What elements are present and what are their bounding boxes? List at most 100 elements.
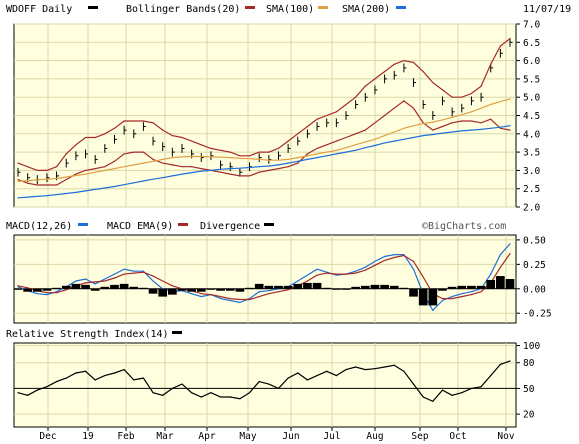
price-series-sma-100-point <box>461 114 463 116</box>
symbol-legend-swatch <box>88 6 98 9</box>
divergence-bar <box>23 288 32 292</box>
rsi-series-relative-strength-index-14-point <box>17 392 19 394</box>
divergence-bar <box>100 286 110 289</box>
price-series-sma-100-point <box>335 149 337 151</box>
price-series-bollinger-upper-point <box>412 61 415 64</box>
divergence-bar <box>486 279 496 289</box>
divergence-bar <box>274 285 283 289</box>
macd-series-macd-12-26-point <box>94 283 96 285</box>
divergence-bar <box>148 288 158 294</box>
price-series-bollinger-lower-point <box>65 178 67 181</box>
price-series-bollinger-lower-point <box>239 175 241 177</box>
legend-sma200-swatch <box>396 6 406 9</box>
divergence-bar <box>206 288 216 290</box>
price-series-bollinger-lower-point <box>219 171 222 173</box>
rsi-series-relative-strength-index-14-point <box>335 374 337 377</box>
x-tick-label-mar: Mar <box>156 431 173 442</box>
price-ytick-label-4-0: 4.0 <box>523 129 540 140</box>
rsi-series-relative-strength-index-14-point <box>162 394 164 396</box>
macd-series-macd-12-26-point <box>200 296 202 298</box>
macd-series-macd-ema-9-point <box>133 272 135 274</box>
price-series-sma-100-point <box>393 131 395 133</box>
price-series-sma-100-point <box>480 107 482 109</box>
price-series-sma-100-point <box>432 121 434 123</box>
price-series-bollinger-lower-point <box>248 175 251 177</box>
price-series-bollinger-lower-point <box>181 166 183 168</box>
macd-series-macd-ema-9-point <box>113 277 116 279</box>
macd-series-macd-ema-9-point <box>229 297 231 300</box>
price-series-bollinger-upper-point <box>94 136 96 139</box>
price-series-bollinger-lower-point <box>162 162 164 164</box>
price-series-bollinger-upper-point <box>133 120 135 122</box>
divergence-bar <box>389 285 399 289</box>
chart-date: 11/07/19 <box>523 4 571 15</box>
macd-series-macd-ema-9-point <box>345 273 347 275</box>
divergence-histogram <box>13 276 515 306</box>
price-series-bollinger-upper-point <box>142 120 145 122</box>
price-series-bollinger-upper-point <box>316 118 318 120</box>
price-series-sma-200-point <box>113 185 116 188</box>
macd-ytick-label-0-25: -0.25 <box>523 309 552 320</box>
price-series-bollinger-lower-point <box>36 184 38 186</box>
price-series-bollinger-upper-point <box>123 120 125 122</box>
price-series-bollinger-lower-point <box>461 120 463 122</box>
divergence-bar <box>447 286 457 289</box>
macd-series-macd-12-26-point <box>36 293 38 295</box>
price-series-sma-100-point <box>113 167 116 170</box>
rsi-series-relative-strength-index-14-point <box>113 372 116 374</box>
divergence-bar <box>158 288 168 297</box>
rsi-series-relative-strength-index-14-point <box>36 389 38 391</box>
macd-series-macd-ema-9-point <box>441 297 444 300</box>
price-series-bollinger-upper-point <box>171 135 173 137</box>
macd-series-macd-ema-9-point <box>17 285 19 287</box>
rsi-y-axis: 100 80 50 20 <box>516 341 540 421</box>
price-series-bollinger-upper-point <box>277 147 280 150</box>
legend-sma200-label: SMA(200) <box>342 4 390 15</box>
price-series-bollinger-upper-point <box>364 85 366 87</box>
divergence-bar <box>187 288 196 292</box>
macd-plot-area <box>13 234 517 324</box>
macd-series-macd-ema-9-point <box>104 280 106 282</box>
price-series-sma-200-point <box>94 188 96 191</box>
price-series-sma-200-point <box>200 170 202 172</box>
price-series-bollinger-lower-point <box>94 167 96 170</box>
legend-sma100-label: SMA(100) <box>266 4 314 15</box>
macd-series-macd-ema-9-point <box>355 272 357 274</box>
macd-series-macd-12-26-point <box>191 293 193 295</box>
legend-sma100-swatch <box>318 6 328 9</box>
price-series-bollinger-lower-point <box>46 184 48 186</box>
rsi-ytick-label-50: 50 <box>523 384 535 395</box>
price-series-bollinger-lower-point <box>113 160 116 162</box>
macd-series-macd-ema-9-point <box>422 276 424 278</box>
macd-series-macd-ema-9-point <box>27 287 29 289</box>
price-series-bollinger-lower-point <box>75 173 77 175</box>
divergence-bar <box>438 288 447 291</box>
macd-series-macd-12-26-point <box>393 253 395 256</box>
price-series-bollinger-upper-line <box>17 38 511 171</box>
price-series-bollinger-upper-point <box>36 169 38 171</box>
price-series-bollinger-upper-point <box>432 81 434 84</box>
rsi-series-relative-strength-index-14-point <box>316 374 318 377</box>
divergence-bar <box>264 285 274 289</box>
rsi-series-relative-strength-index-14-point <box>306 379 309 381</box>
divergence-bar <box>119 283 129 289</box>
price-series-bollinger-upper-point <box>200 144 202 146</box>
macd-series-macd-12-26-point <box>142 270 145 272</box>
divergence-bar <box>476 285 486 289</box>
x-tick-label-sep: Sep <box>411 431 428 442</box>
price-series-sma-200-point <box>412 136 415 139</box>
price-series-sma-200-point <box>36 195 38 197</box>
price-series-sma-200-point <box>355 149 357 151</box>
price-series-bollinger-lower-point <box>355 133 357 135</box>
macd-ytick-label-0-00: 0.00 <box>523 284 546 295</box>
price-ytick-label-4-5: 4.5 <box>523 111 540 122</box>
divergence-bar <box>399 287 409 289</box>
macd-series-macd-ema-9-point <box>171 285 173 287</box>
price-series-bollinger-lower-point <box>383 114 386 117</box>
price-series-sma-100-point <box>181 156 183 158</box>
price-ytick-label-6-0: 6.0 <box>523 56 540 67</box>
price-series-sma-200-point <box>335 153 337 155</box>
macd-series-macd-12-26-point <box>364 266 366 268</box>
price-series-bollinger-lower-point <box>17 178 19 181</box>
price-series-bollinger-upper-point <box>335 111 337 113</box>
